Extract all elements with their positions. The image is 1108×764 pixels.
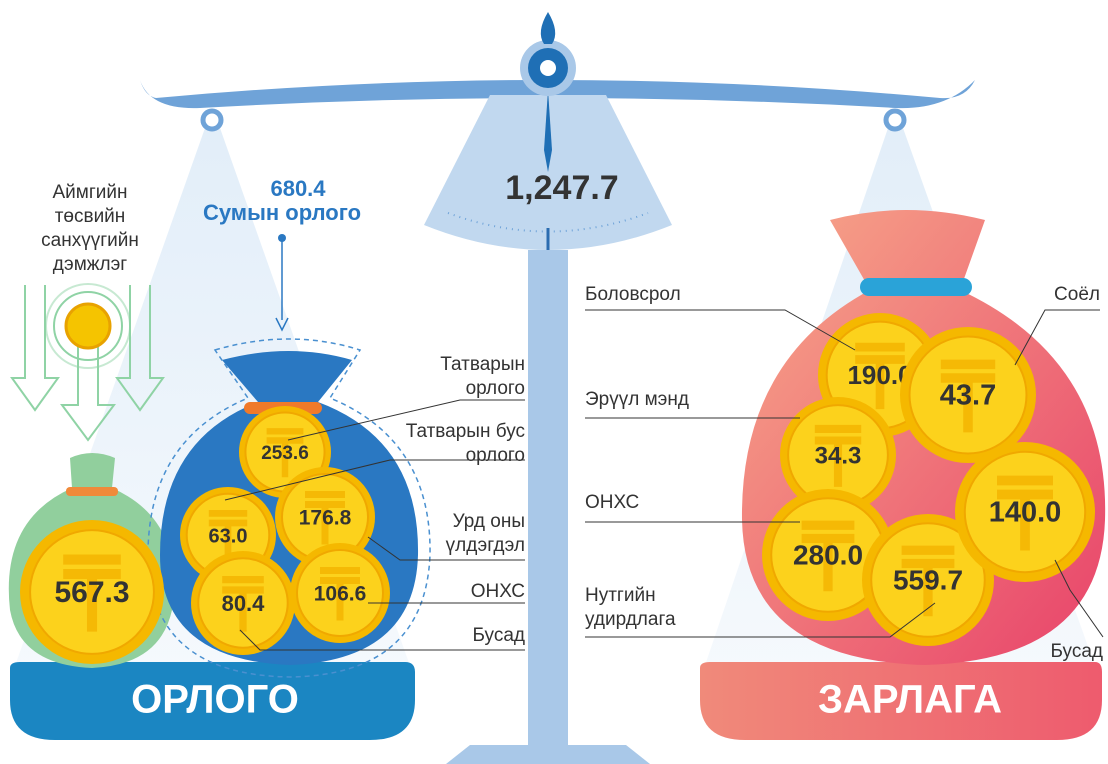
expense-label: Соёл (1054, 284, 1100, 305)
coin-symbol (997, 475, 1053, 551)
coin-value: 559.7 (893, 564, 963, 595)
leader-line (367, 536, 525, 561)
expense-banner (700, 662, 1102, 740)
pivot-hole (540, 60, 556, 76)
expense-label: Эрүүл мэнд (585, 389, 689, 410)
coin-value: 80.4 (222, 591, 266, 616)
soum-dot (278, 234, 286, 242)
leader-line (239, 629, 525, 651)
expense-label: Бусад (1051, 641, 1104, 662)
expense-label: Боловсрол (585, 284, 681, 305)
leader-line (1014, 309, 1100, 366)
soum-value: 680.4 (270, 176, 326, 201)
hook (883, 108, 907, 132)
income-label: Татварын (440, 354, 525, 375)
coin-value: 140.0 (989, 497, 1062, 529)
soum-label: Сумын орлого (203, 200, 361, 225)
income-label: орлого (466, 378, 525, 399)
expense-label: удирдлага (585, 609, 676, 630)
needle (544, 90, 552, 172)
bag-tie (66, 487, 118, 496)
bag-outline (147, 338, 431, 678)
support-arrows (10, 283, 165, 442)
support-label: санхүүгийн (41, 230, 139, 251)
leader-line (1054, 559, 1104, 638)
coin-value: 280.0 (793, 539, 863, 570)
coin-value: 43.7 (940, 380, 996, 412)
bag-tie (860, 278, 972, 296)
coin-symbol (63, 554, 121, 632)
income-label: орлого (466, 445, 525, 466)
income-label: Урд оны (453, 511, 525, 532)
coin-symbol (940, 359, 996, 433)
leader-line (585, 309, 856, 351)
expense-title: ЗАРЛАГА (818, 678, 1002, 722)
coin-icon (64, 302, 112, 350)
gauge (424, 95, 672, 250)
coin-symbol (855, 342, 905, 410)
coin-symbol (814, 424, 862, 487)
income-label: Татварын бус (406, 421, 525, 442)
expense-label: Нутгийн (585, 585, 656, 606)
coin-value: 34.3 (815, 442, 862, 469)
coin-value: 253.6 (261, 443, 309, 464)
soum-arrow (275, 317, 289, 332)
hook (200, 108, 224, 132)
income-banner (10, 662, 415, 740)
leader-line (224, 459, 525, 501)
coin-symbol (901, 545, 955, 617)
coin-value: 63.0 (209, 525, 248, 547)
scale-base (446, 745, 650, 764)
coin-symbol (266, 428, 304, 478)
support-label: дэмжлэг (53, 254, 128, 275)
income-label: ОНХС (471, 581, 525, 602)
coin-value: 106.6 (314, 583, 367, 606)
coin-value: 176.8 (299, 507, 352, 530)
pivot-tip (540, 12, 556, 44)
income-title: ОРЛОГО (131, 678, 299, 722)
scale-post (528, 250, 568, 745)
coin-symbol (222, 575, 264, 632)
coin-symbol (320, 567, 360, 621)
leader-line (287, 399, 525, 441)
coin-symbol (305, 491, 345, 545)
coin-symbol (801, 520, 855, 592)
income-label: Бусад (473, 625, 526, 646)
support-label: Аймгийн (53, 182, 128, 203)
income-label: үлдэгдэл (446, 535, 525, 556)
coin-value: 567.3 (54, 576, 129, 609)
total: 1,247.7 (505, 169, 618, 207)
support-label: төсвийн (55, 206, 126, 227)
leader-line (585, 602, 936, 638)
expense-label: ОНХС (585, 492, 639, 513)
